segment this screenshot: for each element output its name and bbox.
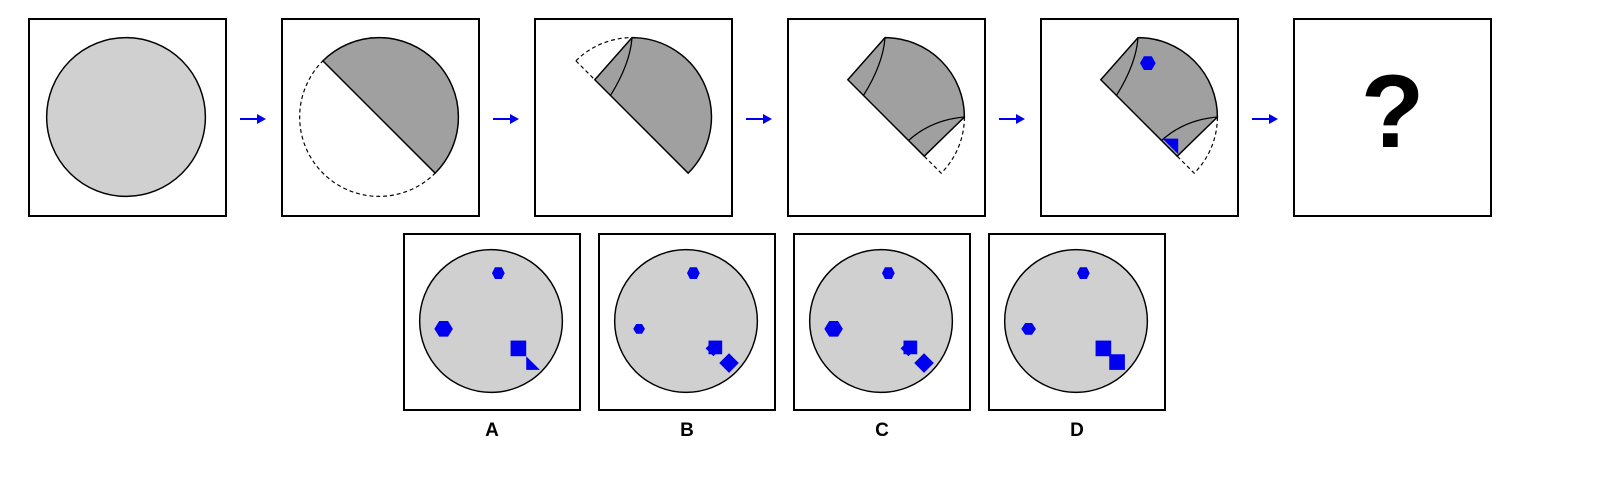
option-a-panel[interactable]: [403, 233, 581, 411]
square-hole: [1095, 340, 1112, 357]
option-d-label[interactable]: D: [1070, 420, 1084, 441]
triangle-hole: [526, 356, 540, 370]
option-c-panel[interactable]: [793, 233, 971, 411]
folded-shape: [846, 36, 966, 158]
step-1-panel: [28, 18, 227, 217]
option-a-label[interactable]: A: [485, 420, 499, 441]
option-b-figure: [613, 248, 759, 394]
option-c-figure: [808, 248, 954, 394]
folded-shape: [1099, 36, 1219, 158]
paper-circle: [1003, 248, 1149, 394]
step-4-panel: [787, 18, 986, 217]
fold-crease-1: [609, 37, 633, 96]
hexagon-hole: [824, 321, 843, 337]
paper-circle: [45, 36, 207, 198]
folded-shape: [593, 36, 713, 175]
square-hole: [1109, 354, 1125, 370]
step-1-figure: [45, 36, 207, 198]
removed-tip-outline: [923, 117, 965, 174]
step-4-figure: [846, 36, 966, 174]
arrow-3: [744, 109, 774, 129]
hexagon-hole: [1077, 267, 1090, 279]
folded-half: [321, 36, 460, 175]
option-d-panel[interactable]: [988, 233, 1166, 411]
option-a-figure: [418, 248, 564, 394]
removed-tip-outline: [1176, 117, 1218, 174]
step-2-figure: [299, 36, 460, 197]
step-3-panel: [534, 18, 733, 217]
square-hole: [708, 340, 723, 355]
square-hole: [903, 340, 918, 355]
square-hole: [510, 340, 527, 357]
hexagon-hole: [1139, 56, 1156, 70]
option-b-panel[interactable]: [598, 233, 776, 411]
question-mark: ?: [1360, 54, 1425, 170]
fold-crease-2: [1161, 116, 1218, 141]
step-3-figure: [575, 36, 713, 175]
paper-circle: [613, 248, 759, 394]
option-c-label[interactable]: C: [875, 420, 889, 441]
diamond-hole: [914, 353, 934, 373]
fold-crease-1: [862, 37, 886, 96]
step-2-panel: [281, 18, 480, 217]
hexagon-hole: [492, 267, 505, 279]
hexagon-hole: [1021, 322, 1036, 335]
fold-crease-1: [1115, 37, 1139, 96]
arrow-1: [238, 109, 268, 129]
arrow-5: [1250, 109, 1280, 129]
option-b-label[interactable]: B: [680, 420, 694, 441]
step-5-figure: [1099, 36, 1219, 174]
arrow-4: [997, 109, 1027, 129]
paper-circle: [808, 248, 954, 394]
hexagon-hole: [687, 267, 700, 279]
hexagon-hole: [633, 323, 645, 334]
option-d-figure: [1003, 248, 1149, 394]
removed-segment-edge: [575, 60, 596, 81]
diamond-hole: [719, 353, 739, 373]
paper-circle: [418, 248, 564, 394]
hexagon-hole: [434, 321, 453, 337]
step-5-panel: [1040, 18, 1239, 217]
answer-panel: ?: [1293, 18, 1492, 217]
removed-segment-outline: [575, 37, 633, 62]
hexagon-hole: [882, 267, 895, 279]
fold-crease-2: [908, 116, 965, 141]
arrow-2: [491, 109, 521, 129]
